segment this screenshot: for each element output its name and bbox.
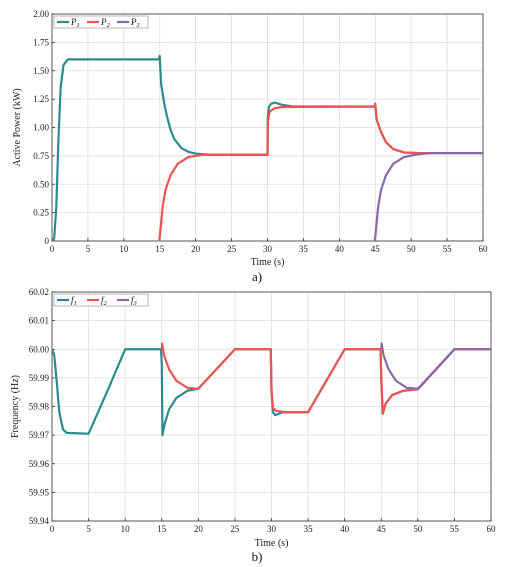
legend-label-f2: f2: [101, 295, 108, 307]
x-tick-label: 60: [479, 244, 489, 254]
y-tick-label: 60.02: [29, 287, 49, 297]
legend-label-f3: f3: [131, 295, 138, 307]
legend-label-p2: P2: [100, 17, 111, 29]
y-axis-title: Active Power (kW): [12, 88, 23, 166]
x-tick-label: 35: [299, 244, 309, 254]
x-tick-label: 45: [371, 244, 381, 254]
x-tick-label: 25: [230, 524, 240, 534]
x-tick-label: 60: [487, 524, 497, 534]
y-tick-label: 59.97: [29, 430, 50, 440]
legend-label-sub: 1: [74, 300, 77, 307]
legend: P1 P2 P3: [53, 15, 149, 29]
chart-b: 0 5 10 15 20 25 30 35 40 45 50 55 60 59.94 59.95 59.96 5…: [10, 287, 496, 564]
x-tick-label: 55: [443, 244, 453, 254]
y-tick-label: 0.75: [33, 151, 49, 161]
y-tick-label: 59.94: [29, 516, 50, 526]
x-tick-label: 0: [50, 524, 55, 534]
y-tick-label: 1.50: [33, 66, 49, 76]
legend: f1 f2 f3: [53, 293, 149, 307]
legend-label-sub: 2: [107, 22, 111, 29]
legend-label-sub: 1: [77, 22, 80, 29]
y-tick-label: 59.98: [29, 402, 50, 412]
y-tick-label: 1.25: [33, 94, 49, 104]
x-axis-title: Time (s): [255, 538, 289, 549]
x-tick-label: 5: [86, 524, 91, 534]
series-line-f3: [380, 342, 491, 390]
x-tick-label: 40: [340, 524, 350, 534]
series-line-f2: [160, 342, 491, 415]
legend-label-main: P: [130, 17, 137, 27]
chart-a: 0 5 10 15 20 25 30 35 40 45 50 55 60 0 0.25 0.50 0.75 1.0…: [12, 9, 488, 284]
chart-caption: b): [252, 549, 263, 564]
y-tick-label: 0: [45, 236, 50, 246]
legend-label-f1: f1: [71, 295, 77, 307]
x-tick-label: 35: [304, 524, 314, 534]
legend-label-sub: 2: [104, 300, 108, 307]
x-axis-title: Time (s): [251, 257, 285, 268]
legend-label-main: f: [101, 295, 105, 305]
y-tick-label: 1.75: [33, 37, 49, 47]
x-tick-label: 50: [413, 524, 423, 534]
y-tick-label: 59.96: [29, 459, 50, 469]
series-line-p2: [158, 103, 483, 241]
y-tick-label: 1.00: [33, 123, 49, 133]
y-tick-label: 59.99: [29, 373, 50, 383]
x-tick-label: 45: [377, 524, 387, 534]
legend-label-main: f: [71, 295, 75, 305]
chart-caption: a): [252, 269, 262, 284]
x-tick-label: 15: [155, 244, 165, 254]
y-tick-label: 0.50: [33, 179, 49, 189]
x-tick-label: 15: [157, 524, 167, 534]
legend-label-sub: 3: [133, 300, 138, 307]
series-line-p3: [373, 151, 483, 241]
legend-label-sub: 3: [136, 22, 141, 29]
x-tick-label: 30: [263, 244, 273, 254]
y-tick-label: 60.01: [29, 316, 49, 326]
x-tick-label: 25: [227, 244, 237, 254]
y-tick-label: 59.95: [29, 487, 50, 497]
x-tick-label: 55: [450, 524, 460, 534]
x-tick-label: 40: [335, 244, 345, 254]
y-tick-label: 2.00: [33, 9, 49, 19]
x-tick-label: 10: [119, 244, 129, 254]
x-tick-label: 0: [50, 244, 55, 254]
x-tick-label: 30: [267, 524, 277, 534]
legend-label-p1: P1: [70, 17, 80, 29]
x-tick-label: 5: [86, 244, 91, 254]
legend-label-p3: P3: [130, 17, 141, 29]
x-tick-label: 20: [191, 244, 201, 254]
legend-label-main: f: [131, 295, 135, 305]
y-tick-label: 0.25: [33, 208, 49, 218]
y-axis-title: Frequency (Hz): [10, 375, 21, 438]
x-tick-label: 10: [121, 524, 131, 534]
legend-box: [53, 293, 149, 307]
legend-label-main: P: [100, 17, 107, 27]
y-tick-label: 60.00: [29, 344, 50, 354]
legend-label-main: P: [70, 17, 77, 27]
x-tick-label: 20: [194, 524, 204, 534]
legend-box: [53, 15, 149, 29]
x-tick-label: 50: [407, 244, 417, 254]
